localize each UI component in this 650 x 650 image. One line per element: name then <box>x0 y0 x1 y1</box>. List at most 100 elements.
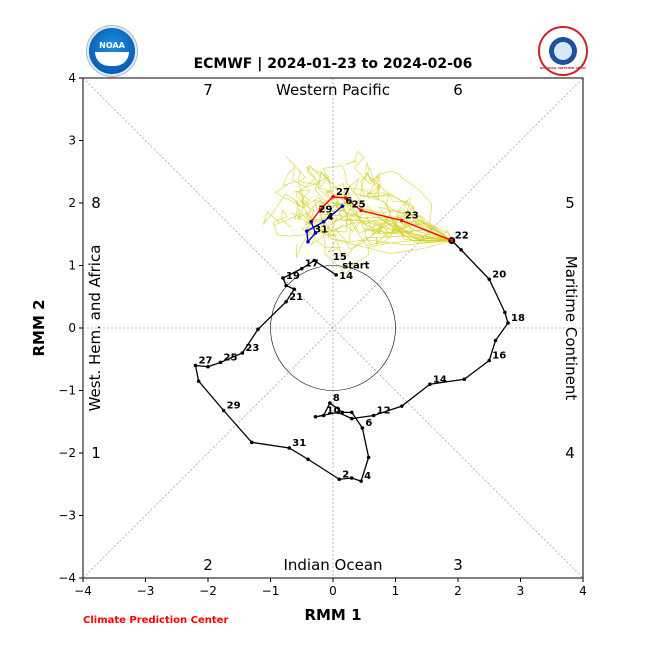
forecast-red-point <box>331 194 335 199</box>
observed-point <box>337 477 342 482</box>
x-axis-label: RMM 1 <box>304 606 361 624</box>
observed-point <box>196 379 201 383</box>
forecast-red-point <box>359 208 363 213</box>
observed-day-label: 29 <box>227 401 241 412</box>
chart-title: ECMWF | 2024-01-23 to 2024-02-06 <box>193 56 473 72</box>
forecast-blue-point <box>321 219 326 224</box>
ensemble-member-line <box>291 212 452 257</box>
ensemble-member-line <box>272 209 452 241</box>
x-tick-label: 2 <box>454 584 462 598</box>
region-right-label: Maritime Continent <box>562 256 580 401</box>
observed-day-label: 12 <box>377 406 391 417</box>
ensemble-member-line <box>274 196 452 241</box>
credit-text: Climate Prediction Center <box>83 615 229 626</box>
observed-point <box>428 382 432 387</box>
ensemble-member-line <box>296 190 452 241</box>
x-tick-label: 4 <box>579 584 587 598</box>
y-tick-label: −4 <box>58 571 76 585</box>
region-bottom-label: Indian Ocean <box>283 556 382 574</box>
observed-point <box>506 321 510 325</box>
forecast-red-point <box>449 238 454 243</box>
noaa-logo: NOAA <box>87 26 137 76</box>
forecast-red-point <box>318 207 323 212</box>
ensemble-member-line <box>366 167 453 241</box>
ensemble-members <box>262 150 453 275</box>
y-tick-label: 0 <box>68 321 76 335</box>
observed-day-label: 23 <box>245 343 259 354</box>
phase-label-7: 7 <box>203 81 213 99</box>
ensemble-member-line <box>359 171 452 241</box>
observed-day-label: 22 <box>455 231 469 242</box>
observed-point <box>249 440 254 445</box>
observed-point <box>313 414 318 419</box>
unit-circle <box>270 265 396 391</box>
region-top-label: Western Pacific <box>276 81 390 99</box>
x-tick-label: −2 <box>199 584 217 598</box>
forecast-blue-point <box>309 219 313 224</box>
observed-point <box>193 363 198 368</box>
forecast-blue-day-label: 29 <box>319 204 333 215</box>
observed-point <box>292 287 297 292</box>
observed-day-label: 19 <box>286 271 300 282</box>
y-axis-label: RMM 2 <box>30 299 48 356</box>
observed-day-label: 14 <box>433 374 447 385</box>
observed-day-label: 17 <box>305 259 319 270</box>
observed-point <box>503 310 507 315</box>
x-tick-label: −3 <box>137 584 155 598</box>
observed-day-label: 31 <box>292 438 306 449</box>
x-tick-label: 1 <box>392 584 400 598</box>
y-tick-label: −1 <box>58 384 76 398</box>
observed-point <box>359 479 363 483</box>
observed-day-label: 18 <box>511 313 525 324</box>
observed-point <box>349 476 354 480</box>
observed-point <box>328 401 332 405</box>
observed-day-label: 10 <box>327 406 341 417</box>
ensemble-member-line <box>274 184 452 241</box>
forecast-red-day-label: 25 <box>352 199 366 210</box>
observed-day-label: 6 <box>365 418 372 429</box>
phase-label-1: 1 <box>91 444 101 462</box>
forecast-red-point <box>399 218 404 223</box>
ensemble-member-line <box>295 214 452 259</box>
region-left-label: West. Hem. and Africa <box>86 245 104 412</box>
observed-point <box>284 283 288 288</box>
x-tick-label: −1 <box>262 584 280 598</box>
forecast-red-point <box>343 196 348 200</box>
y-tick-label: 2 <box>68 196 76 210</box>
observed-point <box>240 351 245 355</box>
forecast-blue-point <box>313 231 318 235</box>
observed-day-label: 4 <box>364 471 371 482</box>
observed-point <box>349 416 354 421</box>
observed-day-label: 21 <box>289 292 303 303</box>
observed-day-label: 2 <box>342 469 349 480</box>
observed-point <box>340 410 345 415</box>
ensemble-member-line <box>306 164 452 241</box>
observed-day-label: 15 <box>333 252 347 263</box>
observed-point <box>459 248 463 252</box>
ensemble-member-line <box>345 150 452 241</box>
y-tick-label: 3 <box>68 134 76 148</box>
observed-day-label: start <box>342 261 369 272</box>
forecast-red-day-label: 23 <box>405 211 419 222</box>
y-tick-label: −3 <box>58 509 76 523</box>
x-tick-label: 0 <box>329 584 337 598</box>
forecast-blue-point <box>340 204 345 208</box>
ensemble-member-line <box>285 156 452 241</box>
forecast-blue-day-label: 4 <box>327 212 334 223</box>
observed-point <box>462 377 467 382</box>
observed-point <box>281 276 285 280</box>
observed-point <box>256 327 260 332</box>
x-tick-label: −4 <box>74 584 92 598</box>
observed-day-label: 8 <box>333 393 340 404</box>
phase-label-5: 5 <box>565 194 575 212</box>
ensemble-member-line <box>372 217 452 246</box>
forecast-blue-day-label: 31 <box>314 224 328 235</box>
observed-point <box>360 426 365 430</box>
observed-point <box>321 413 326 418</box>
observed-point <box>487 277 492 282</box>
observed-day-label: 16 <box>492 351 506 362</box>
observed-point <box>306 457 310 462</box>
observed-point <box>399 404 404 408</box>
